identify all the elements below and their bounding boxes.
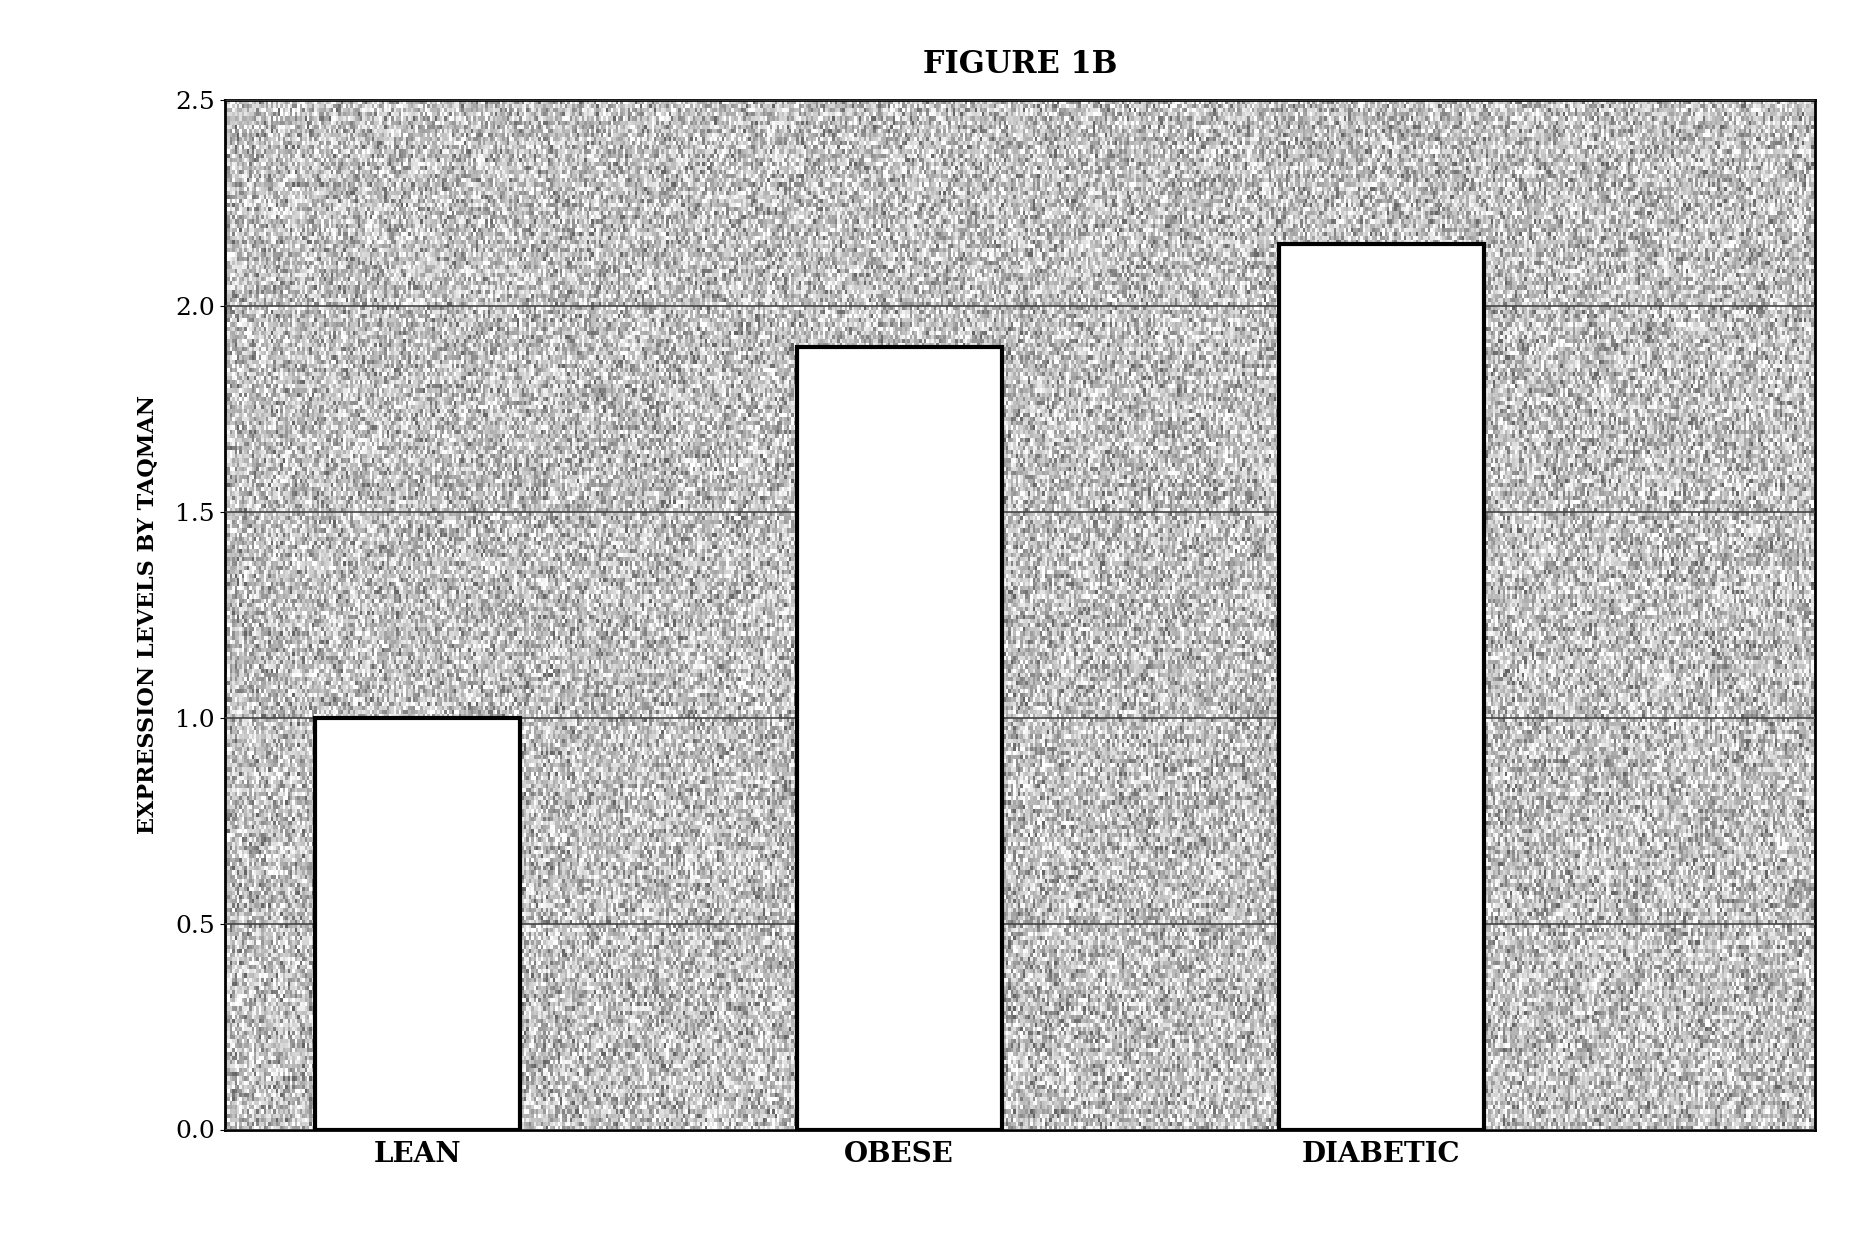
Title: FIGURE 1B: FIGURE 1B [922, 49, 1117, 79]
Bar [314, 718, 520, 1130]
Bar [797, 348, 1001, 1130]
Y-axis label: EXPRESSION LEVELS BY TAQMAN: EXPRESSION LEVELS BY TAQMAN [137, 395, 159, 835]
Bar [1278, 245, 1484, 1130]
